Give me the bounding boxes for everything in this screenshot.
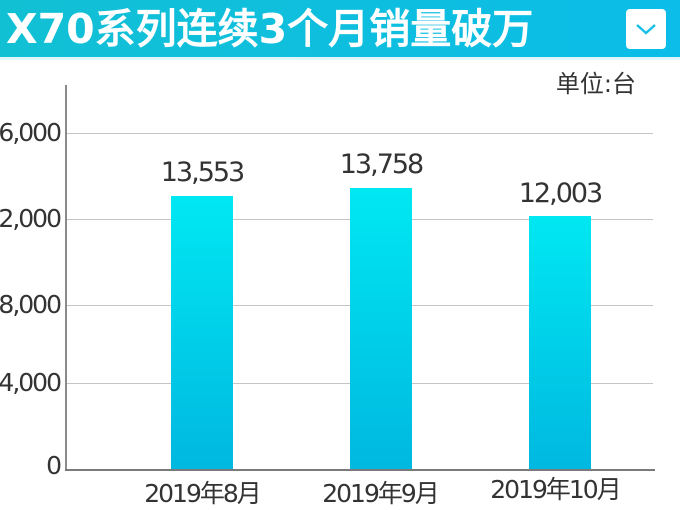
bar-2019-10: [529, 216, 591, 469]
x-axis: [65, 469, 655, 471]
bar-2019-08: [171, 196, 233, 469]
bar-value-label: 12,003: [518, 178, 603, 209]
title-banner: X70系列连续3个月销量破万: [0, 0, 680, 57]
x-tick-label: 2019年8月: [144, 479, 262, 508]
bar-value-label: 13,553: [160, 157, 245, 188]
y-tick-label: 16,000: [0, 117, 62, 147]
unit-label: 单位:台: [555, 70, 636, 98]
bar-value-label: 13,758: [339, 149, 424, 180]
gridline-16000: [67, 133, 653, 134]
y-tick-label: 8,000: [0, 289, 62, 319]
y-axis: [65, 85, 67, 470]
dropdown-button[interactable]: [626, 9, 666, 49]
y-tick-label: 4,000: [0, 367, 62, 397]
bar-2019-09: [350, 188, 412, 469]
banner-divider: [0, 57, 680, 60]
chart-title: X70系列连续3个月销量破万: [6, 5, 534, 53]
y-tick-label: 0: [46, 450, 62, 480]
x-tick-label: 2019年9月: [322, 479, 440, 508]
y-tick-label: 12,000: [0, 203, 62, 233]
chevron-down-icon: [636, 24, 656, 35]
x-tick-label: 2019年10月: [490, 475, 621, 504]
